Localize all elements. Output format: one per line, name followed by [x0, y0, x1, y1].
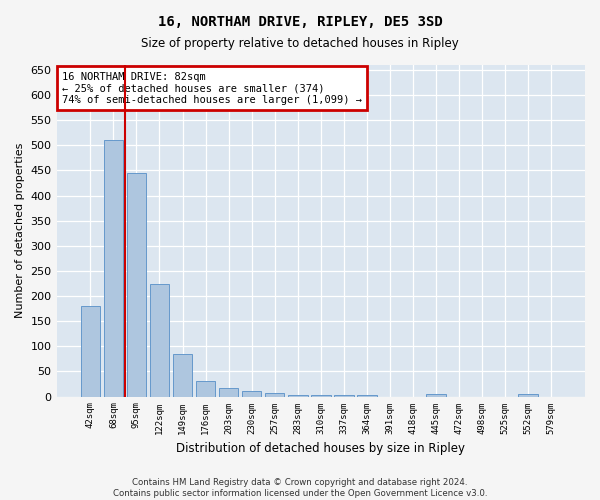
- Text: 16 NORTHAM DRIVE: 82sqm
← 25% of detached houses are smaller (374)
74% of semi-d: 16 NORTHAM DRIVE: 82sqm ← 25% of detache…: [62, 72, 362, 105]
- Bar: [426, 394, 446, 396]
- Bar: [357, 395, 377, 396]
- Bar: [149, 284, 169, 397]
- Bar: [219, 388, 238, 396]
- Y-axis label: Number of detached properties: Number of detached properties: [15, 143, 25, 318]
- Bar: [334, 395, 353, 396]
- Bar: [518, 394, 538, 396]
- Bar: [173, 354, 193, 397]
- Text: Size of property relative to detached houses in Ripley: Size of property relative to detached ho…: [141, 38, 459, 51]
- Bar: [196, 382, 215, 396]
- Bar: [311, 395, 331, 396]
- Bar: [242, 391, 262, 396]
- Text: 16, NORTHAM DRIVE, RIPLEY, DE5 3SD: 16, NORTHAM DRIVE, RIPLEY, DE5 3SD: [158, 15, 442, 29]
- Bar: [127, 173, 146, 396]
- Bar: [104, 140, 123, 396]
- Bar: [288, 394, 308, 396]
- Bar: [265, 392, 284, 396]
- Bar: [80, 306, 100, 396]
- Text: Contains HM Land Registry data © Crown copyright and database right 2024.
Contai: Contains HM Land Registry data © Crown c…: [113, 478, 487, 498]
- X-axis label: Distribution of detached houses by size in Ripley: Distribution of detached houses by size …: [176, 442, 465, 455]
